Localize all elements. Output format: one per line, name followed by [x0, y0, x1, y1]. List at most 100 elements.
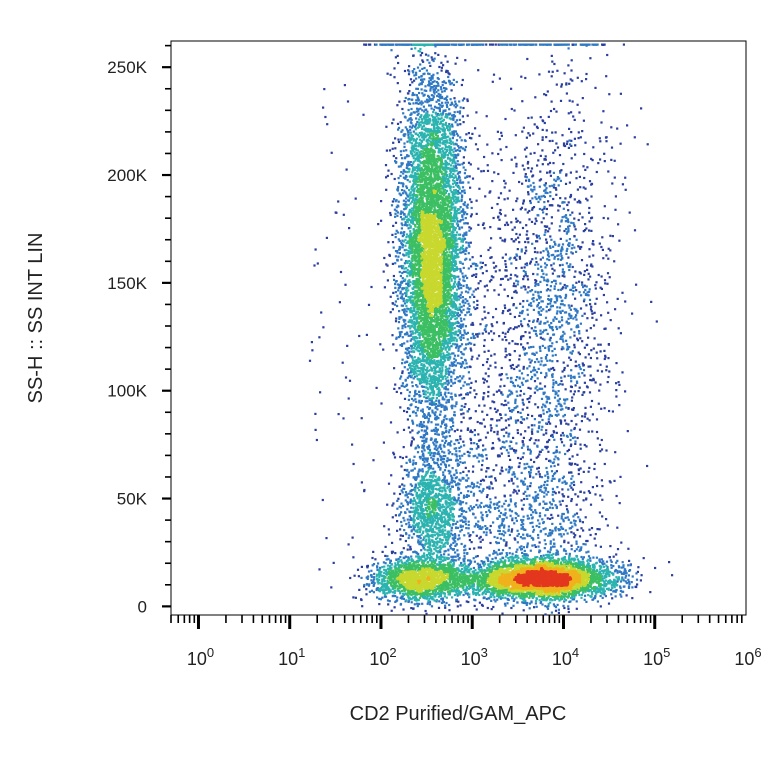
data-point — [586, 317, 589, 320]
data-point — [526, 542, 529, 545]
data-point — [585, 264, 589, 267]
data-point — [555, 296, 558, 299]
data-point — [614, 451, 617, 454]
data-point — [360, 576, 363, 579]
data-point — [442, 458, 446, 461]
data-point — [384, 164, 388, 167]
data-point — [525, 554, 528, 557]
data-point — [427, 421, 430, 424]
data-point — [490, 256, 493, 259]
data-point — [464, 301, 467, 304]
data-point — [371, 564, 374, 567]
data-point — [529, 290, 532, 293]
data-point — [586, 291, 589, 294]
data-point — [576, 337, 579, 340]
data-point — [505, 265, 508, 268]
data-point — [352, 596, 355, 599]
data-point — [540, 360, 543, 363]
data-point — [385, 125, 388, 128]
data-point — [552, 262, 555, 265]
data-point — [627, 581, 630, 584]
data-point — [555, 83, 558, 86]
data-point — [589, 405, 592, 408]
data-point — [405, 383, 409, 386]
data-point — [539, 415, 542, 418]
data-point — [426, 458, 429, 461]
data-point — [607, 343, 610, 346]
data-point — [385, 43, 388, 46]
data-point — [449, 103, 452, 106]
data-point — [425, 89, 428, 92]
data-point — [450, 101, 453, 104]
data-point — [554, 408, 557, 411]
data-point — [467, 564, 471, 567]
data-point — [545, 395, 548, 398]
data-point — [463, 358, 467, 361]
data-point — [551, 529, 554, 532]
data-point — [578, 428, 582, 431]
data-point — [465, 175, 468, 178]
data-point — [537, 496, 540, 499]
data-point — [447, 75, 450, 79]
data-point — [395, 199, 398, 202]
data-point — [543, 547, 546, 550]
data-point — [403, 310, 406, 313]
data-point — [546, 254, 550, 257]
data-point — [462, 496, 465, 499]
data-point — [450, 481, 454, 484]
data-point — [517, 489, 520, 492]
data-point — [557, 394, 560, 397]
data-point — [396, 431, 399, 434]
data-point — [397, 557, 400, 560]
data-point — [429, 453, 432, 456]
data-point — [518, 358, 521, 361]
data-point — [542, 391, 545, 394]
data-point — [446, 482, 449, 485]
data-point — [527, 167, 530, 170]
data-point — [551, 329, 554, 332]
data-point — [460, 445, 463, 448]
data-point — [416, 602, 419, 605]
data-point — [501, 470, 504, 473]
data-point — [571, 488, 574, 491]
data-point — [473, 262, 476, 265]
data-point — [493, 353, 496, 356]
data-point — [460, 408, 464, 411]
data-point — [394, 291, 397, 294]
data-point — [581, 241, 584, 244]
data-point — [513, 240, 516, 243]
data-point — [480, 560, 483, 563]
data-point — [554, 390, 557, 393]
data-point — [563, 271, 566, 274]
data-point — [500, 428, 503, 431]
data-point — [442, 471, 445, 474]
data-point — [476, 148, 479, 151]
data-point — [464, 211, 467, 214]
data-point — [521, 182, 524, 185]
data-point — [514, 419, 517, 422]
data-point — [608, 370, 611, 373]
data-point — [467, 527, 470, 530]
data-point — [488, 475, 491, 478]
data-point — [545, 129, 548, 132]
data-point — [553, 438, 556, 441]
data-point — [428, 72, 431, 76]
data-point — [578, 280, 581, 283]
data-point — [383, 595, 386, 598]
data-point — [403, 231, 406, 234]
data-point — [507, 278, 510, 281]
data-point — [478, 489, 481, 493]
data-point — [444, 109, 447, 112]
data-point — [515, 376, 519, 379]
data-point — [452, 382, 455, 385]
data-point — [570, 462, 574, 465]
data-point — [534, 330, 537, 333]
data-point — [601, 498, 604, 501]
data-point — [573, 198, 576, 201]
data-point — [410, 493, 413, 496]
data-point — [562, 533, 565, 536]
data-point — [432, 454, 435, 457]
data-point — [613, 159, 616, 162]
data-point — [402, 199, 405, 202]
data-point — [473, 433, 476, 437]
